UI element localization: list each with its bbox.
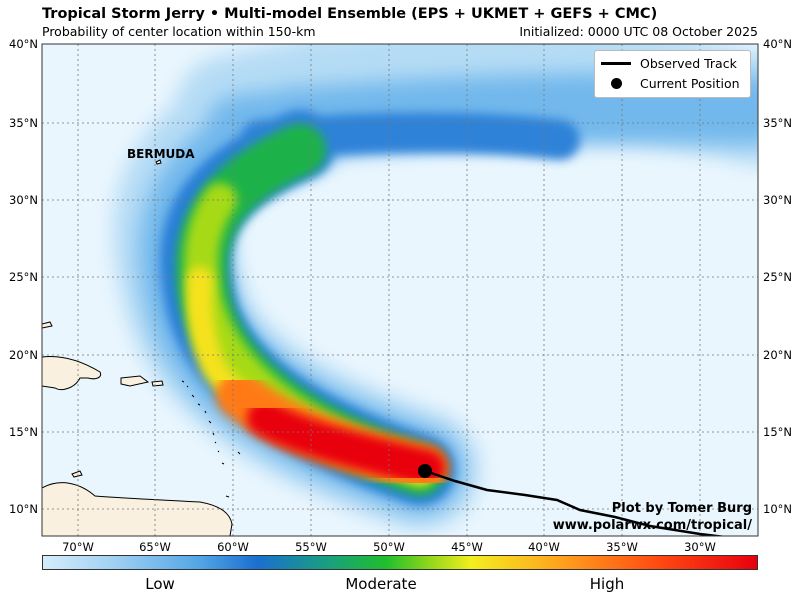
svg-text:50°W: 50°W xyxy=(373,540,405,554)
svg-text:55°W: 55°W xyxy=(295,540,327,554)
svg-text:35°N: 35°N xyxy=(9,116,38,130)
svg-text:25°N: 25°N xyxy=(9,270,38,284)
observed-track xyxy=(424,469,728,536)
track-line-icon xyxy=(601,61,631,65)
legend-track-label: Observed Track xyxy=(640,55,737,71)
map-title: Tropical Storm Jerry • Multi-model Ensem… xyxy=(42,6,658,22)
svg-text:35°N: 35°N xyxy=(763,116,792,130)
svg-text:30°W: 30°W xyxy=(684,540,716,554)
colorbar-low-label: Low xyxy=(145,575,175,593)
svg-text:45°W: 45°W xyxy=(451,540,483,554)
initialized-time: Initialized: 0000 UTC 08 October 2025 xyxy=(519,24,758,39)
lesser-antilles xyxy=(181,380,241,498)
svg-text:70°W: 70°W xyxy=(62,540,94,554)
svg-text:30°N: 30°N xyxy=(9,193,38,207)
plot-credit: Plot by Tomer Burg www.polarwx.com/tropi… xyxy=(553,500,752,534)
svg-text:10°N: 10°N xyxy=(763,502,792,516)
legend-position-row: Current Position xyxy=(601,74,740,92)
map-subtitle: Probability of center location within 15… xyxy=(42,24,316,39)
svg-text:20°N: 20°N xyxy=(763,348,792,362)
colorbar-moderate-label: Moderate xyxy=(345,575,417,593)
svg-text:40°W: 40°W xyxy=(528,540,560,554)
colorbar-high-label: High xyxy=(589,575,625,593)
svg-text:30°N: 30°N xyxy=(763,193,792,207)
current-position-marker xyxy=(418,464,432,478)
gridlines xyxy=(42,44,758,536)
svg-text:25°N: 25°N xyxy=(763,270,792,284)
svg-text:15°N: 15°N xyxy=(9,425,38,439)
svg-text:40°N: 40°N xyxy=(763,37,792,51)
credit-author: Plot by Tomer Burg xyxy=(611,501,752,516)
legend-position-label: Current Position xyxy=(640,75,740,91)
probability-colorbar xyxy=(42,555,758,570)
svg-text:10°N: 10°N xyxy=(9,502,38,516)
svg-text:35°W: 35°W xyxy=(606,540,638,554)
legend: Observed Track Current Position xyxy=(594,50,751,98)
probability-swath xyxy=(113,44,758,530)
credit-url: www.polarwx.com/tropical/ xyxy=(552,518,752,533)
lat-labels-left: 40°N 35°N 30°N 25°N 20°N 15°N 10°N xyxy=(9,37,38,516)
svg-text:40°N: 40°N xyxy=(9,37,38,51)
svg-text:65°W: 65°W xyxy=(139,540,171,554)
position-dot-icon xyxy=(611,77,622,89)
lon-labels: 70°W 65°W 60°W 55°W 50°W 45°W 40°W 35°W … xyxy=(62,540,716,554)
legend-track-row: Observed Track xyxy=(601,54,737,72)
svg-text:15°N: 15°N xyxy=(763,425,792,439)
svg-text:20°N: 20°N xyxy=(9,348,38,362)
bermuda-label: BERMUDA xyxy=(127,147,195,161)
svg-text:60°W: 60°W xyxy=(217,540,249,554)
lat-labels-right: 40°N 35°N 30°N 25°N 20°N 15°N 10°N xyxy=(763,37,792,516)
map-frame xyxy=(41,43,759,537)
